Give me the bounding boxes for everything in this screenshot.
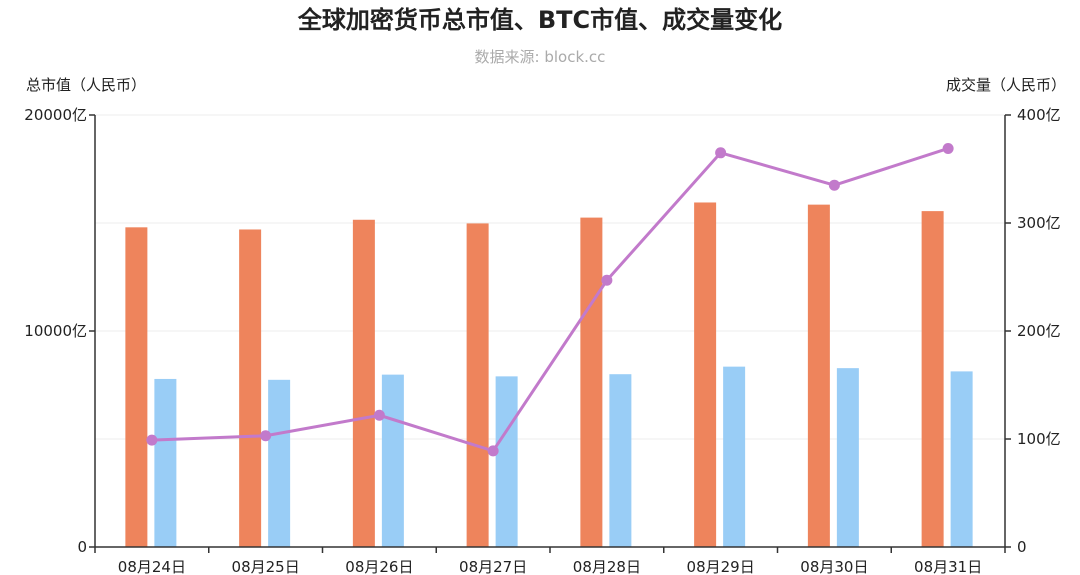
left-axis-label: 总市值（人民币） bbox=[26, 76, 146, 94]
bar-total-2 bbox=[352, 219, 375, 547]
bar-btc-2 bbox=[381, 374, 404, 547]
volume-line bbox=[146, 142, 954, 457]
volume-point-5 bbox=[715, 147, 727, 159]
right-tick-label: 200亿 bbox=[1017, 322, 1061, 340]
x-tick-label: 08月31日 bbox=[914, 558, 982, 575]
volume-line-path bbox=[151, 147, 949, 453]
right-tick-label: 400亿 bbox=[1017, 106, 1061, 124]
grid bbox=[95, 114, 1005, 440]
axes bbox=[89, 114, 1011, 553]
volume-point-4 bbox=[601, 274, 613, 286]
bar-total-6 bbox=[807, 204, 830, 547]
x-tick-label: 08月25日 bbox=[232, 558, 300, 575]
left-tick-label: 0 bbox=[77, 538, 87, 556]
bar-btc-6 bbox=[836, 368, 859, 547]
bar-btc-0 bbox=[154, 378, 177, 547]
x-tick-label: 08月27日 bbox=[459, 558, 527, 575]
right-tick-label: 100亿 bbox=[1017, 430, 1061, 448]
bar-total-3 bbox=[466, 223, 489, 547]
right-tick-label: 300亿 bbox=[1017, 214, 1061, 232]
volume-point-0 bbox=[146, 434, 158, 446]
volume-point-2 bbox=[373, 409, 385, 421]
volume-point-7 bbox=[942, 142, 954, 154]
x-tick-label: 08月26日 bbox=[345, 558, 413, 575]
x-tick-label: 08月28日 bbox=[573, 558, 641, 575]
left-tick-label: 10000亿 bbox=[24, 322, 87, 340]
bar-btc-3 bbox=[495, 376, 518, 547]
chart-subtitle: 数据来源: block.cc bbox=[475, 48, 606, 66]
left-tick-label: 20000亿 bbox=[24, 106, 87, 124]
bar-total-4 bbox=[580, 217, 603, 547]
right-tick-label: 0 bbox=[1017, 538, 1027, 556]
bars bbox=[125, 202, 973, 548]
right-axis-label: 成交量（人民币） bbox=[946, 76, 1066, 94]
chart-title: 全球加密货币总市值、BTC市值、成交量变化 bbox=[297, 6, 782, 34]
bar-btc-1 bbox=[268, 379, 291, 547]
volume-point-1 bbox=[260, 430, 272, 442]
bar-total-7 bbox=[921, 211, 944, 547]
x-tick-label: 08月30日 bbox=[800, 558, 868, 575]
bar-btc-4 bbox=[609, 374, 632, 547]
volume-point-6 bbox=[828, 179, 840, 191]
tick-labels: 0 10000亿 20000亿 0 100亿 200亿 300亿 400亿 08月24日 08月2… bbox=[24, 106, 1060, 575]
bar-btc-5 bbox=[723, 366, 746, 547]
bar-btc-7 bbox=[950, 371, 973, 547]
volume-point-3 bbox=[487, 445, 499, 457]
bar-total-0 bbox=[125, 227, 148, 547]
bar-total-5 bbox=[694, 202, 717, 548]
bar-total-1 bbox=[239, 229, 262, 548]
x-tick-label: 08月29日 bbox=[687, 558, 755, 575]
x-tick-label: 08月24日 bbox=[118, 558, 186, 575]
